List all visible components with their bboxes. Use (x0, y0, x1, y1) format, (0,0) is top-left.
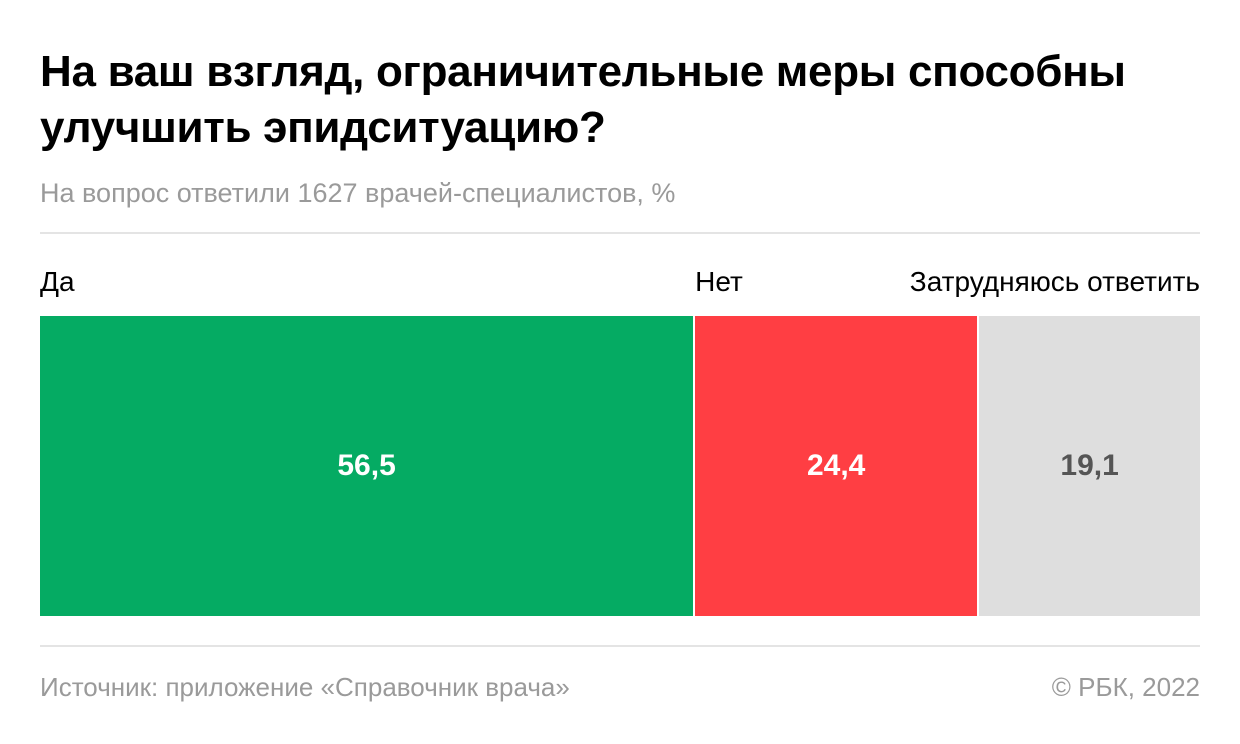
bar-value-label-1: 56,5 (337, 449, 396, 482)
top-divider (40, 232, 1200, 234)
category-label-3: Затрудняюсь ответить (909, 266, 1200, 297)
stacked-bar-chart: 56,5 Да 24,4 Нет 19,1 Затрудняюсь ответить (40, 258, 1200, 616)
source-note: Источник: приложение «Справочник врача» (40, 672, 570, 702)
page-subtitle: На вопрос ответили 1627 врачей-специалис… (40, 178, 676, 208)
category-label-1: Да (40, 266, 75, 297)
copyright: © РБК, 2022 (1051, 672, 1200, 702)
bar-value-label-3: 19,1 (1060, 449, 1119, 482)
bar-segment-1 (40, 316, 694, 616)
bottom-divider (40, 645, 1200, 647)
page-title: На ваш взгляд, ограничительные меры спос… (40, 47, 1126, 152)
bar-segment-2 (695, 316, 978, 616)
bar-value-label-2: 24,4 (806, 449, 866, 482)
bar-segment-3 (979, 316, 1200, 616)
category-label-2: Нет (695, 266, 743, 297)
